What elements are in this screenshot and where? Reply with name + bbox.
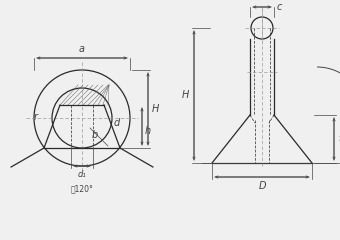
Text: d: d bbox=[114, 118, 120, 128]
Text: D: D bbox=[258, 181, 266, 191]
Text: d₁: d₁ bbox=[78, 170, 86, 179]
Text: H: H bbox=[182, 90, 189, 101]
Text: r: r bbox=[34, 112, 38, 122]
Text: t: t bbox=[338, 134, 340, 144]
Text: H: H bbox=[152, 104, 159, 114]
Text: c: c bbox=[277, 2, 283, 12]
Text: 約120°: 約120° bbox=[71, 184, 94, 193]
Text: a: a bbox=[79, 44, 85, 54]
Text: b: b bbox=[92, 130, 98, 140]
Text: h: h bbox=[145, 126, 151, 137]
